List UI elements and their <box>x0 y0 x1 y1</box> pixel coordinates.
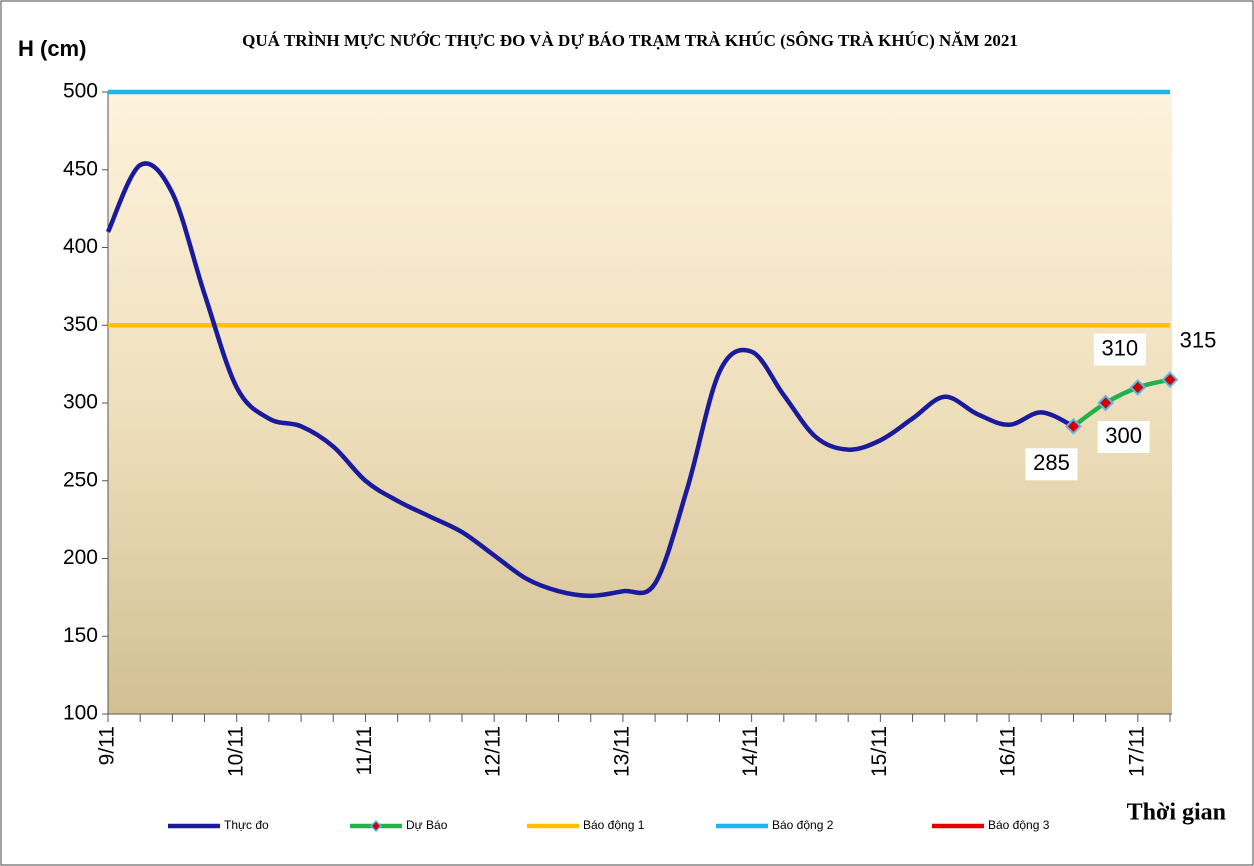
data-label-box <box>1097 421 1150 453</box>
marker <box>1129 379 1147 396</box>
y-tick-label: 500 <box>63 80 98 103</box>
legend-label: Dự Báo <box>406 818 448 832</box>
legend-label: Báo động 1 <box>583 818 645 832</box>
x-tick-label: 17/11 <box>1125 726 1148 777</box>
x-tick-label: 15/11 <box>868 726 891 777</box>
marker <box>1097 394 1115 412</box>
data-label: 315 <box>1180 327 1217 352</box>
x-tick-label: 9/11 <box>96 726 119 765</box>
y-tick-label: 350 <box>63 313 98 336</box>
data-label-box <box>1093 333 1146 366</box>
x-tick-label: 11/11 <box>353 726 376 775</box>
x-tick-label: 14/11 <box>739 726 762 777</box>
series-line <box>1072 377 1171 429</box>
data-label: 310 <box>1101 335 1138 360</box>
legend-marker <box>369 819 383 833</box>
marker <box>1161 371 1179 389</box>
x-tick-label: 13/11 <box>610 726 633 777</box>
x-tick-label: 12/11 <box>482 726 505 777</box>
y-tick-label: 100 <box>63 702 98 725</box>
y-tick-label: 150 <box>63 624 98 647</box>
legend-label: Báo động 3 <box>988 818 1050 832</box>
y-axis-label: H (cm) <box>18 36 86 61</box>
marker <box>1065 417 1082 435</box>
chart-title: QUÁ TRÌNH MỰC NƯỚC THỰC ĐO VÀ DỰ BÁO TRẠ… <box>242 31 1018 50</box>
data-label: 300 <box>1105 423 1142 448</box>
series-line <box>105 161 1075 599</box>
x-tick-label: 16/11 <box>997 726 1020 777</box>
legend-label: Thực đo <box>224 818 269 832</box>
y-tick-label: 200 <box>63 546 98 569</box>
y-tick-label: 450 <box>63 157 98 180</box>
data-label: 285 <box>1033 450 1070 475</box>
y-tick-label: 300 <box>63 391 98 414</box>
data-label-box <box>1025 448 1078 481</box>
y-tick-label: 400 <box>63 235 98 258</box>
x-tick-label: 10/11 <box>224 726 247 777</box>
x-axis-label: Thời gian <box>1127 800 1226 826</box>
data-label-box <box>1172 325 1224 358</box>
y-tick-label: 250 <box>63 468 98 491</box>
legend-label: Báo động 2 <box>772 818 834 832</box>
plot-area <box>108 92 1172 714</box>
